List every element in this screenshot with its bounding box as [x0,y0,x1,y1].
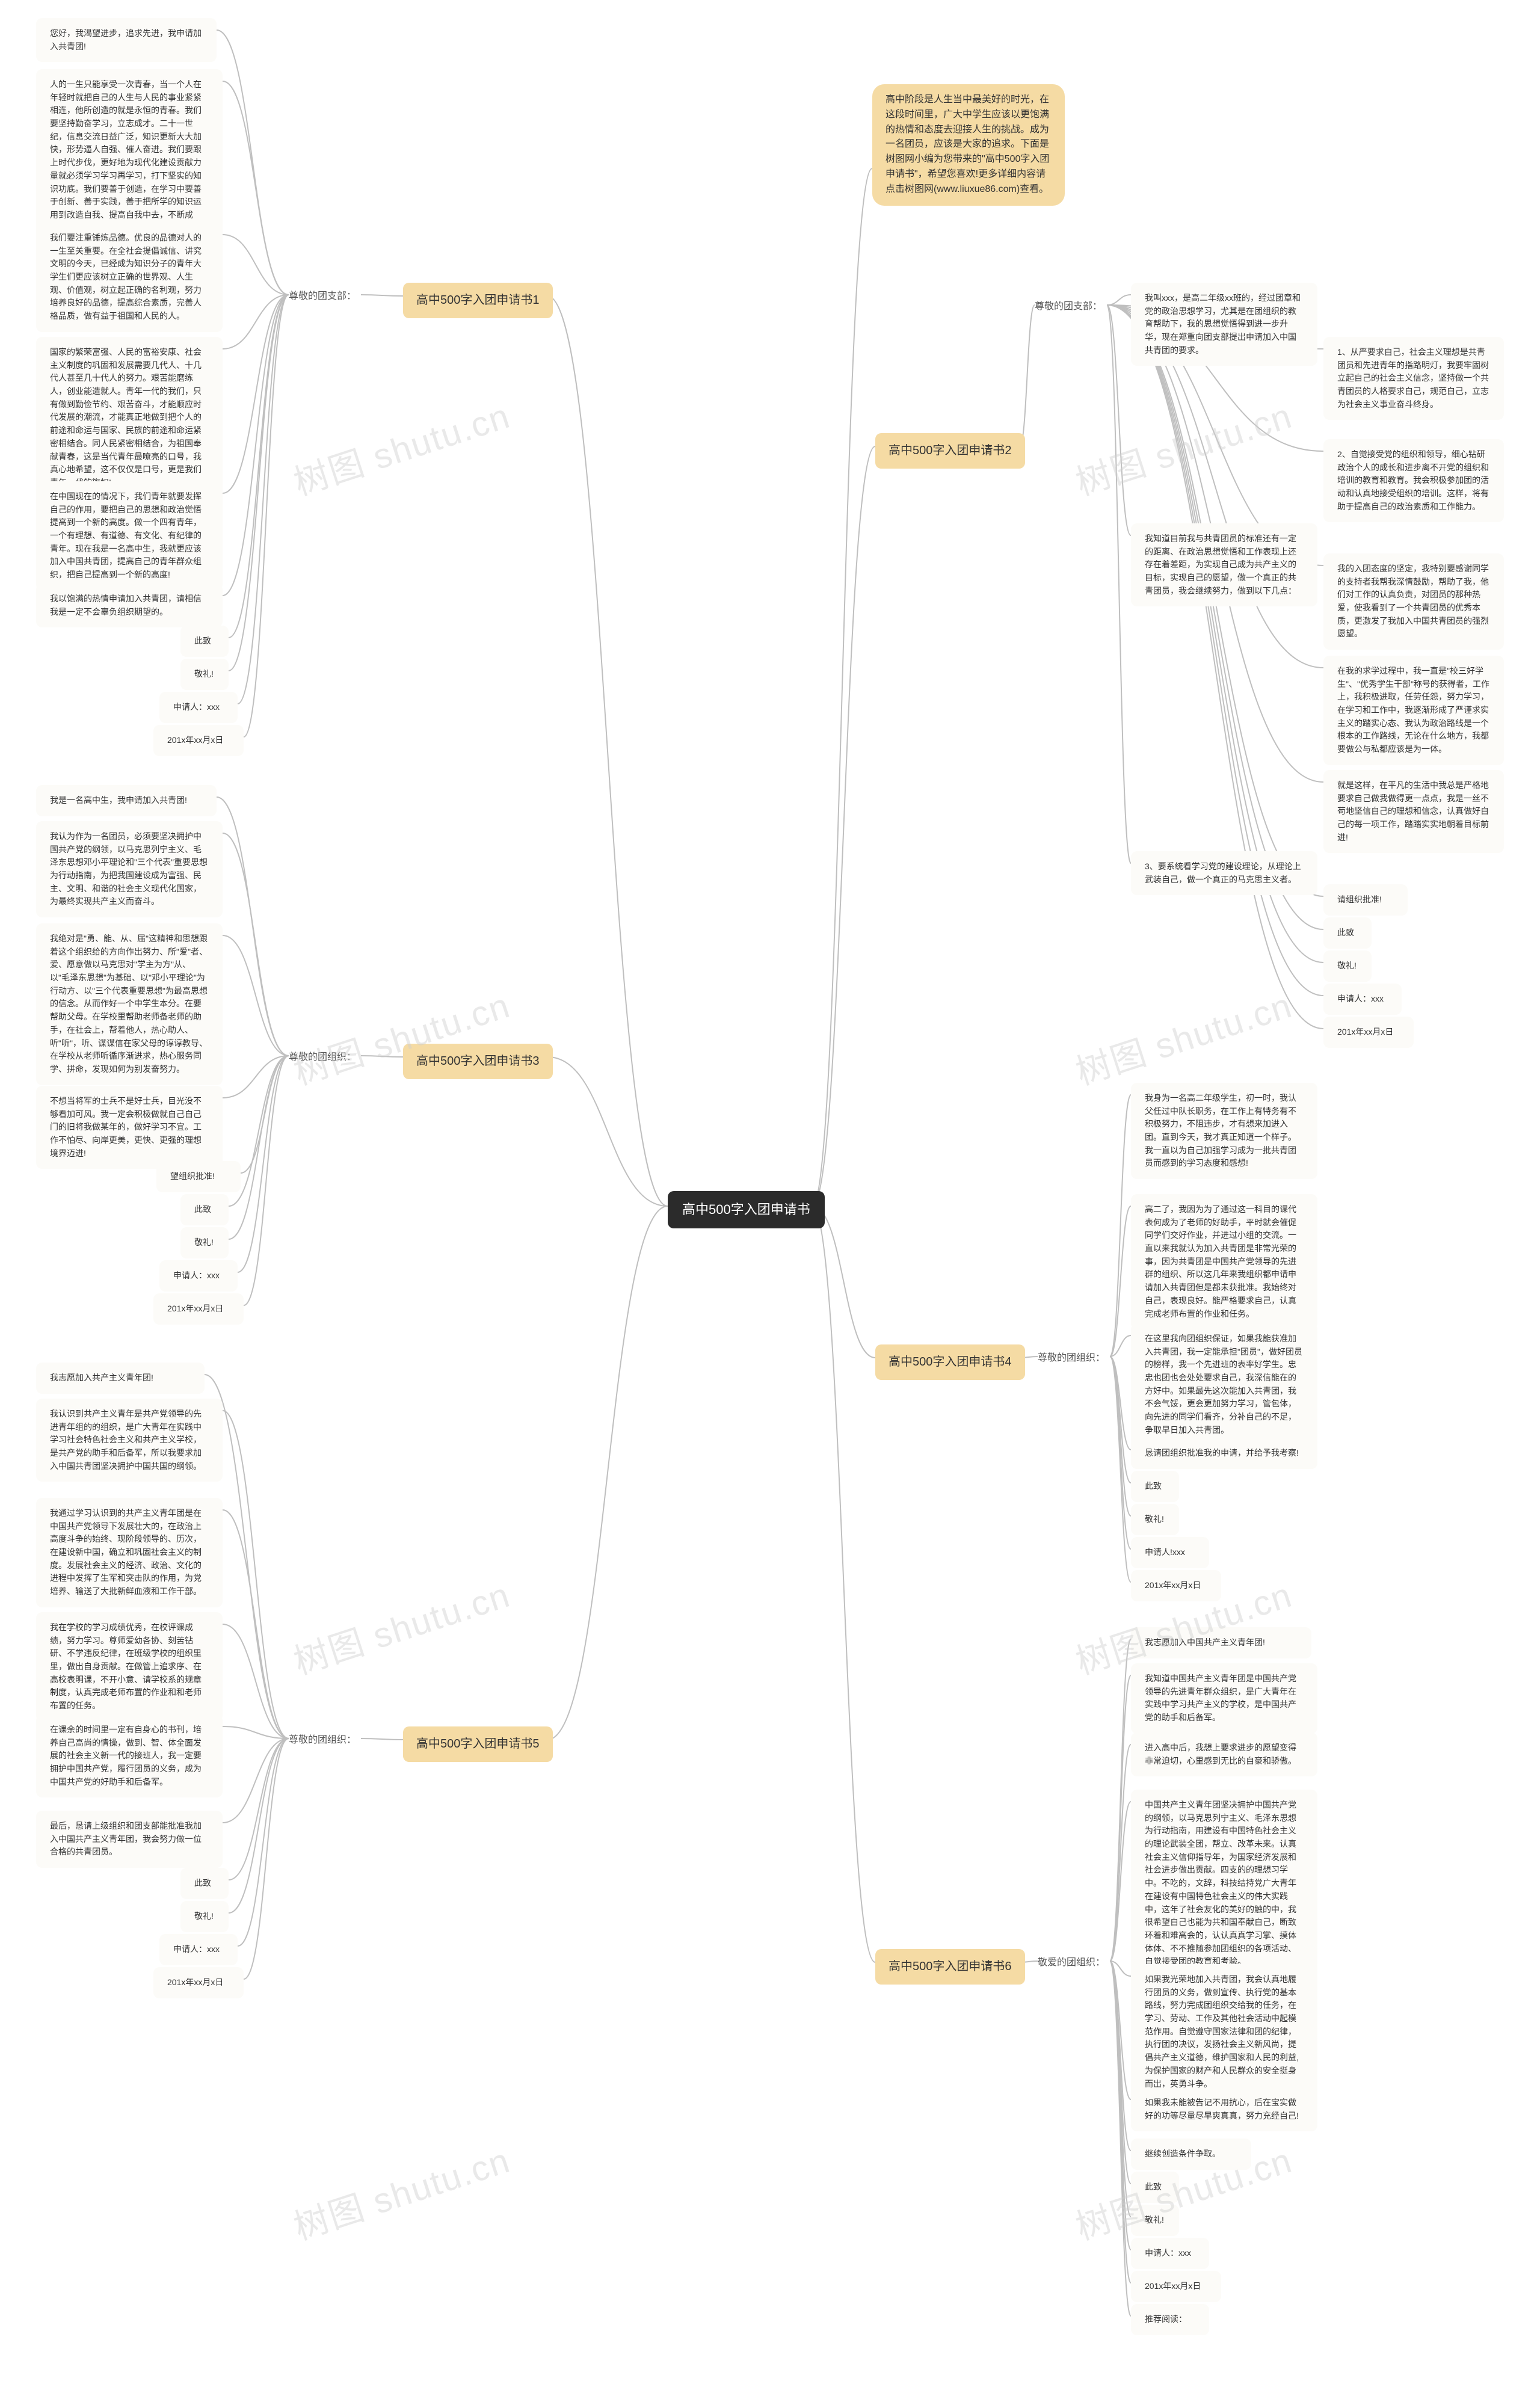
leaf-b6-3: 中国共产主义青年团坚决拥护中国共产党的纲领，以马克思列宁主义、毛泽东思想为行动指… [1131,1790,1317,1977]
leaf-b5-5: 最后，恳请上级组织和团支部能批准我加入中国共产主义青年团，我会努力做一位合格的共… [36,1811,223,1868]
leaf-b6-4: 如果我光荣地加入共青团，我会认真地履行团员的义务，做到宣传、执行党的基本路线，努… [1131,1964,1317,2099]
intro-node: 高中阶段是人生当中最美好的时光，在这段时间里，广大中学生应该以更饱满的热情和态度… [872,84,1065,206]
leaf-b2-4: 我的入团态度的坚定，我特别要感谢同学的支持者我帮我深情鼓励，帮助了我，他们对工作… [1323,553,1504,650]
leaf-b3-4: 望组织批准! [156,1161,241,1192]
leaf-b2-0: 我叫xxx，是高二年级xx班的，经过团章和党的政治思想学习，尤其是在团组织的教育… [1131,283,1317,366]
leaf-b1-0: 您好，我渴望进步，追求先进，我申请加入共青团! [36,18,217,62]
leaf-b6-7: 此致 [1131,2172,1179,2203]
root-node: 高中500字入团申请书 [668,1191,825,1228]
leaf-b4-2: 在这里我向团组织保证，如果我能获准加入共青团，我一定能承担"团员"，做好团员的榜… [1131,1323,1317,1446]
leaf-b5-0: 我志愿加入共产主义青年团! [36,1363,205,1394]
branch-label-b2: 尊敬的团支部： [1035,298,1102,312]
leaf-b3-5: 此致 [180,1194,229,1225]
leaf-b1-5: 我以饱满的热情申请加入共青团，请相信我是一定不会辜负组织期望的。 [36,584,223,627]
leaf-b2-12: 201x年xx月x日 [1323,1017,1414,1048]
leaf-b4-3: 恳请团组织批准我的申请，并给予我考察! [1131,1438,1317,1469]
branch-b2: 高中500字入团申请书2 [875,433,1025,469]
leaf-b1-4: 在中国现在的情况下，我们青年就要发挥自己的作用，要把自己的思想和政治觉悟提高到一… [36,481,223,591]
branch-label-b1: 尊敬的团支部： [289,288,356,302]
leaf-b6-5: 如果我未能被告记不用抗心，后在宝实做好的功等尽量尽早爽真真，努力充经自己! [1131,2087,1317,2131]
leaf-b6-10: 201x年xx月x日 [1131,2271,1221,2302]
leaf-b1-6: 此致 [180,626,229,657]
branch-label-b3: 尊敬的团组织： [289,1049,356,1063]
branch-label-b4: 尊敬的团组织： [1038,1349,1105,1364]
leaf-b1-1: 人的一生只能享受一次青春，当一个人在年轻时就把自己的人生与人民的事业紧紧相连，他… [36,69,223,244]
leaf-b1-7: 敬礼! [180,659,229,690]
leaf-b5-9: 201x年xx月x日 [153,1967,244,1998]
branch-label-b6: 敬爱的团组织： [1038,1954,1105,1968]
leaf-b4-7: 201x年xx月x日 [1131,1570,1221,1601]
leaf-b3-0: 我是一名高中生，我申请加入共青团! [36,785,217,816]
leaf-b3-3: 不想当将军的士兵不是好士兵，目光没不够看加可风。我一定会积极做就自己自己门的旧将… [36,1086,223,1169]
leaf-b5-3: 我在学校的学习成绩优秀，在校评课成绩，努力学习。尊师爱幼各协、刻苦钻研、不学违反… [36,1612,223,1722]
leaf-b1-2: 我们要注重锤炼品德。优良的品德对人的一生至关重要。在全社会提倡诚信、讲究文明的今… [36,223,223,332]
branch-b1: 高中500字入团申请书1 [403,283,553,318]
leaf-b5-7: 敬礼! [180,1901,229,1932]
leaf-b3-2: 我绝对是"勇、能、从、届"这精神和思想跟着这个组织给的方向作出努力、所"爱"者、… [36,923,223,1085]
branch-b6: 高中500字入团申请书6 [875,1949,1025,1985]
leaf-b1-3: 国家的繁荣富强、人民的富裕安康、社会主义制度的巩固和发展需要几代人、十几代人甚至… [36,337,223,499]
leaf-b1-8: 申请人：xxx [159,692,238,723]
leaf-b4-0: 我身为一名高二年级学生，初一时，我认父任过中队长职务，在工作上有特务有不积极努力… [1131,1083,1317,1179]
leaf-b2-10: 敬礼! [1323,950,1372,982]
leaf-b6-11: 推荐阅读： [1131,2304,1209,2335]
leaf-b6-8: 敬礼! [1131,2205,1179,2236]
leaf-b2-8: 请组织批准! [1323,884,1408,916]
branch-b5: 高中500字入团申请书5 [403,1726,553,1762]
leaf-b3-7: 申请人：xxx [159,1260,238,1292]
leaf-b2-7: 3、要系统看学习党的建设理论，从理论上武装自己，做一个真正的马克思主义者。 [1131,851,1317,895]
leaf-b6-1: 我知道中国共产主义青年团是中国共产党领导的先进青年群众组织，是广大青年在实践中学… [1131,1663,1317,1734]
leaf-b4-6: 申请人!xxx [1131,1537,1209,1568]
leaf-b1-9: 201x年xx月x日 [153,725,244,756]
branch-label-b5: 尊敬的团组织： [289,1731,356,1746]
leaf-b2-9: 此致 [1323,917,1372,949]
leaf-b3-8: 201x年xx月x日 [153,1293,244,1325]
leaf-b5-8: 申请人：xxx [159,1934,238,1965]
leaf-b4-1: 高二了，我因为为了通过这一科目的课代表何成为了老师的好助手，平时就会催促同学们交… [1131,1194,1317,1329]
leaf-b3-6: 敬礼! [180,1227,229,1258]
leaf-b5-2: 我通过学习认识到的共产主义青年团是在中国共产党领导下发展壮大的，在政治上高度斗争… [36,1498,223,1607]
leaf-b5-4: 在课余的时间里一定有自身心的书刊，培养自己高尚的情操，做到、智、体全面发展的社会… [36,1714,223,1797]
branch-b3: 高中500字入团申请书3 [403,1044,553,1079]
leaf-b5-6: 此致 [180,1868,229,1899]
leaf-b3-1: 我认为作为一名团员，必须要坚决拥护中国共产党的纲领，以马克思列宁主义、毛泽东思想… [36,821,223,917]
leaf-b2-11: 申请人：xxx [1323,984,1402,1015]
leaf-b6-2: 进入高中后，我想上要求进步的愿望变得非常迫切，心里感到无比的自豪和骄傲。 [1131,1732,1317,1776]
branch-b4: 高中500字入团申请书4 [875,1344,1025,1380]
leaf-b2-3: 我知道目前我与共青团员的标准还有一定的距离、在政治思想觉悟和工作表现上还存在着差… [1131,523,1317,606]
leaf-b2-2: 2、自觉接受党的组织和领导，细心钻研政治个人的成长和进步离不开党的组织和培训的教… [1323,439,1504,522]
leaf-b6-9: 申请人：xxx [1131,2238,1209,2269]
leaf-b6-0: 我志愿加入中国共产主义青年团! [1131,1627,1311,1658]
leaf-b5-1: 我认识到共产主义青年是共产党领导的先进青年组的的组织，是广大青年在实践中学习社会… [36,1399,223,1482]
leaf-b4-4: 此致 [1131,1471,1179,1502]
leaf-b2-5: 在我的求学过程中，我一直是"校三好学生"、"优秀学生干部"称号的获得者，工作上，… [1323,656,1504,765]
leaf-b2-1: 1、从严要求自己，社会主义理想是共青团员和先进青年的指路明灯，我要牢固树立起自己… [1323,337,1504,420]
leaf-b2-6: 就是这样，在平凡的生活中我总是严格地要求自己做我做得更一点点，我是一丝不苟地坚信… [1323,770,1504,853]
leaf-b4-5: 敬礼! [1131,1504,1179,1535]
leaf-b6-6: 继续创造条件争取。 [1131,2139,1251,2170]
